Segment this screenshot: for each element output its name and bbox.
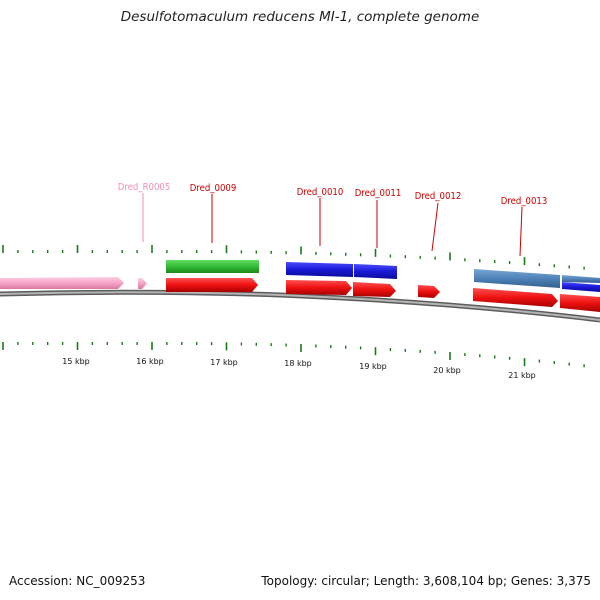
cog-feature-blue-1[interactable] [286, 262, 353, 277]
genome-summary-text: Topology: circular; Length: 3,608,104 bp… [261, 574, 591, 588]
gene-label-dred-r0005[interactable]: Dred_R0005 [118, 182, 171, 193]
scale-label-18kbp: 18 kbp [284, 359, 312, 368]
gene-feature-small-pink[interactable] [138, 278, 147, 289]
scale-label-16kbp: 16 kbp [136, 357, 164, 366]
gene-label-dred-0011[interactable]: Dred_0011 [355, 188, 402, 199]
scale-labels: 15 kbp 16 kbp 17 kbp 18 kbp 19 kbp 20 kb… [62, 357, 536, 380]
cog-feature-steel-2[interactable] [562, 275, 600, 283]
genome-title: Desulfotomaculum reducens MI-1, complete… [120, 9, 480, 25]
gene-label-dred-0012[interactable]: Dred_0012 [415, 191, 462, 202]
scale-label-19kbp: 19 kbp [359, 362, 387, 371]
cog-feature-blue-2[interactable] [354, 264, 397, 279]
gene-label-leaders [142, 193, 523, 257]
gene-feature-dred-r0005[interactable] [0, 277, 124, 289]
gene-feature-track [166, 278, 600, 312]
gene-arrow-dred-0013[interactable] [473, 288, 558, 307]
cog-feature-track [166, 260, 600, 292]
cog-feature-blue-3[interactable] [562, 282, 600, 292]
cog-feature-steel-1[interactable] [474, 269, 560, 288]
gene-label-dred-0009[interactable]: Dred_0009 [190, 183, 237, 194]
scale-label-21kbp: 21 kbp [508, 371, 536, 380]
genome-backbone [0, 289, 600, 323]
accession-text: Accession: NC_009253 [9, 574, 146, 588]
gene-labels: Dred_R0005 Dred_0009 Dred_0010 Dred_0011… [118, 182, 548, 207]
gene-arrow-dred-0014[interactable] [560, 294, 600, 312]
gene-label-dred-0010[interactable]: Dred_0010 [297, 187, 344, 198]
cog-feature-green[interactable] [166, 260, 259, 273]
outer-tick-row [2, 245, 585, 270]
forward-feature-track [0, 277, 147, 289]
scale-label-15kbp: 15 kbp [62, 357, 90, 366]
gene-label-dred-0013[interactable]: Dred_0013 [501, 196, 548, 207]
gene-arrow-dred-0009[interactable] [166, 278, 258, 292]
scale-label-20kbp: 20 kbp [433, 366, 461, 375]
gene-arrow-dred-0010[interactable] [286, 280, 352, 295]
scale-label-17kbp: 17 kbp [210, 358, 238, 367]
gene-arrow-dred-0011[interactable] [353, 282, 396, 297]
gene-arrow-dred-0012[interactable] [418, 285, 440, 298]
inner-tick-row [2, 342, 585, 368]
